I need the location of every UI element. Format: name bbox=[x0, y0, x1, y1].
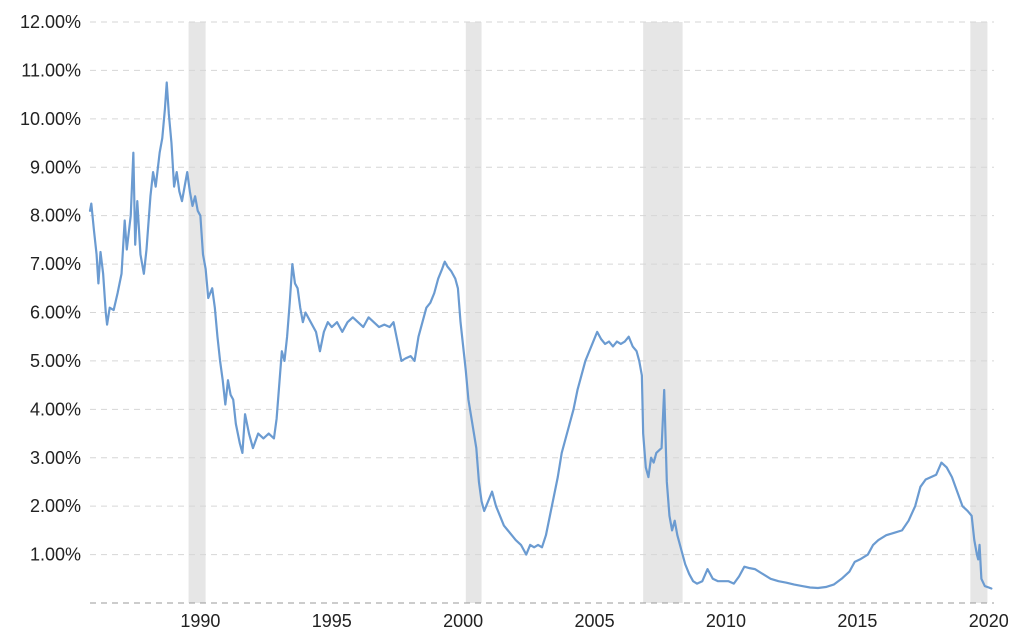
y-tick-label: 8.00% bbox=[30, 206, 81, 226]
x-tick-label: 2015 bbox=[837, 611, 877, 631]
y-tick-label: 10.00% bbox=[20, 109, 81, 129]
series-layer bbox=[88, 81, 993, 590]
y-tick-label: 4.00% bbox=[30, 399, 81, 419]
x-tick-label: 2005 bbox=[575, 611, 615, 631]
y-tick-label: 3.00% bbox=[30, 448, 81, 468]
y-tick-label: 2.00% bbox=[30, 496, 81, 516]
y-tick-label: 9.00% bbox=[30, 157, 81, 177]
y-tick-label: 6.00% bbox=[30, 303, 81, 323]
tick-labels: 1.00% 2.00% 3.00% 4.00% 5.00% 6.00% 7.00% 8.00%… bbox=[20, 12, 1009, 631]
y-tick-label: 1.00% bbox=[30, 545, 81, 565]
x-tick-label: 2010 bbox=[706, 611, 746, 631]
x-tick-label: 1990 bbox=[180, 611, 220, 631]
y-tick-label: 11.00% bbox=[21, 60, 81, 80]
x-tick-label: 2000 bbox=[443, 611, 483, 631]
x-tick-label: 1995 bbox=[312, 611, 352, 631]
series-line-1 bbox=[88, 81, 993, 590]
gridlines bbox=[90, 21, 994, 556]
y-tick-label: 12.00% bbox=[20, 12, 81, 32]
y-tick-label: 7.00% bbox=[30, 254, 81, 274]
y-tick-label: 5.00% bbox=[30, 351, 81, 371]
x-tick-label: 2020 bbox=[969, 611, 1009, 631]
